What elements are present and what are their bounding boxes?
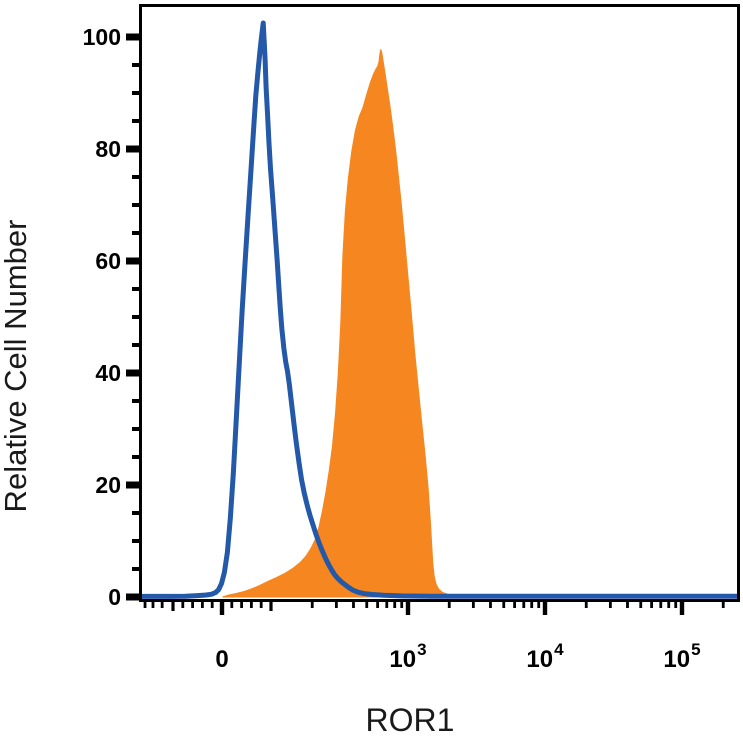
y-minor-tick — [132, 455, 140, 459]
x-minor-tick — [530, 601, 534, 608]
x-minor-tick — [230, 601, 234, 608]
y-minor-tick — [132, 203, 140, 207]
x-medium-tick — [171, 601, 175, 611]
y-tick-label: 40 — [95, 360, 121, 386]
y-minor-tick — [132, 231, 140, 235]
y-minor-tick — [132, 175, 140, 179]
y-minor-tick — [132, 287, 140, 291]
x-minor-tick — [674, 601, 678, 608]
x-tick-label: 105 — [663, 640, 700, 673]
x-minor-tick — [489, 601, 492, 608]
x-medium-tick — [269, 601, 273, 611]
histogram-series — [139, 20, 740, 599]
y-minor-tick — [132, 343, 140, 347]
x-minor-tick — [240, 601, 243, 608]
x-minor-tick — [650, 601, 654, 608]
y-axis-ticks — [126, 33, 140, 601]
y-tick-label: 80 — [95, 136, 121, 162]
y-tick-label: 100 — [83, 24, 121, 50]
y-axis-title: Relative Cell Number — [0, 220, 33, 513]
y-minor-tick — [132, 399, 140, 403]
x-minor-tick — [584, 601, 588, 608]
y-major-tick — [126, 369, 140, 377]
x-minor-tick — [471, 601, 475, 608]
x-minor-tick — [667, 601, 671, 608]
y-tick-label: 60 — [95, 248, 121, 274]
y-tick-label: 0 — [108, 584, 121, 610]
plot-frame — [139, 4, 740, 602]
x-minor-tick — [310, 601, 314, 608]
x-axis-ticks — [143, 601, 725, 615]
y-major-tick — [126, 145, 140, 153]
x-minor-tick — [385, 601, 389, 608]
x-tick-label: 0 — [215, 646, 228, 673]
x-minor-tick — [400, 601, 404, 608]
y-minor-tick — [132, 427, 140, 431]
y-minor-tick — [132, 315, 140, 319]
y-major-tick — [126, 481, 140, 489]
y-tick-label: 20 — [95, 472, 121, 498]
x-minor-tick — [191, 601, 194, 608]
x-tick-label: 104 — [526, 640, 564, 673]
x-minor-tick — [210, 601, 214, 608]
y-major-tick — [126, 593, 140, 601]
x-minor-tick — [376, 601, 380, 608]
y-major-tick — [126, 257, 140, 265]
y-minor-tick — [132, 567, 140, 571]
x-minor-tick — [352, 601, 355, 608]
x-major-tick — [219, 601, 225, 615]
y-minor-tick — [132, 91, 140, 95]
x-minor-tick — [522, 601, 526, 608]
x-minor-tick — [393, 601, 397, 608]
x-minor-tick — [447, 601, 451, 608]
x-minor-tick — [365, 601, 369, 608]
y-minor-tick — [132, 119, 140, 123]
control-histogram-curve — [139, 20, 740, 599]
x-minor-tick — [659, 601, 663, 608]
x-minor-tick — [160, 601, 164, 608]
x-minor-tick — [639, 601, 643, 608]
x-major-tick — [542, 601, 548, 615]
x-minor-tick — [259, 601, 263, 608]
x-minor-tick — [143, 601, 147, 608]
x-axis-tick-labels: 0 103 104 105 — [215, 640, 700, 673]
x-minor-tick — [537, 601, 541, 608]
x-minor-tick — [181, 601, 185, 608]
stained-histogram-area — [222, 49, 474, 598]
x-tick-label: 103 — [389, 640, 426, 673]
x-minor-tick — [334, 601, 338, 608]
y-minor-tick — [132, 511, 140, 515]
y-minor-tick — [132, 63, 140, 67]
x-minor-tick — [513, 601, 517, 608]
x-major-tick — [405, 601, 411, 615]
x-minor-tick — [721, 601, 725, 608]
y-major-tick — [126, 33, 140, 41]
y-axis-tick-labels: 0 20 40 60 80 100 — [83, 24, 121, 610]
x-minor-tick — [201, 601, 204, 608]
x-major-tick — [679, 601, 685, 615]
y-minor-tick — [132, 539, 140, 543]
x-minor-tick — [250, 601, 253, 608]
x-minor-tick — [626, 601, 629, 608]
x-axis-title: ROR1 — [366, 702, 455, 738]
x-minor-tick — [151, 601, 155, 608]
x-minor-tick — [608, 601, 612, 608]
x-minor-tick — [502, 601, 506, 608]
